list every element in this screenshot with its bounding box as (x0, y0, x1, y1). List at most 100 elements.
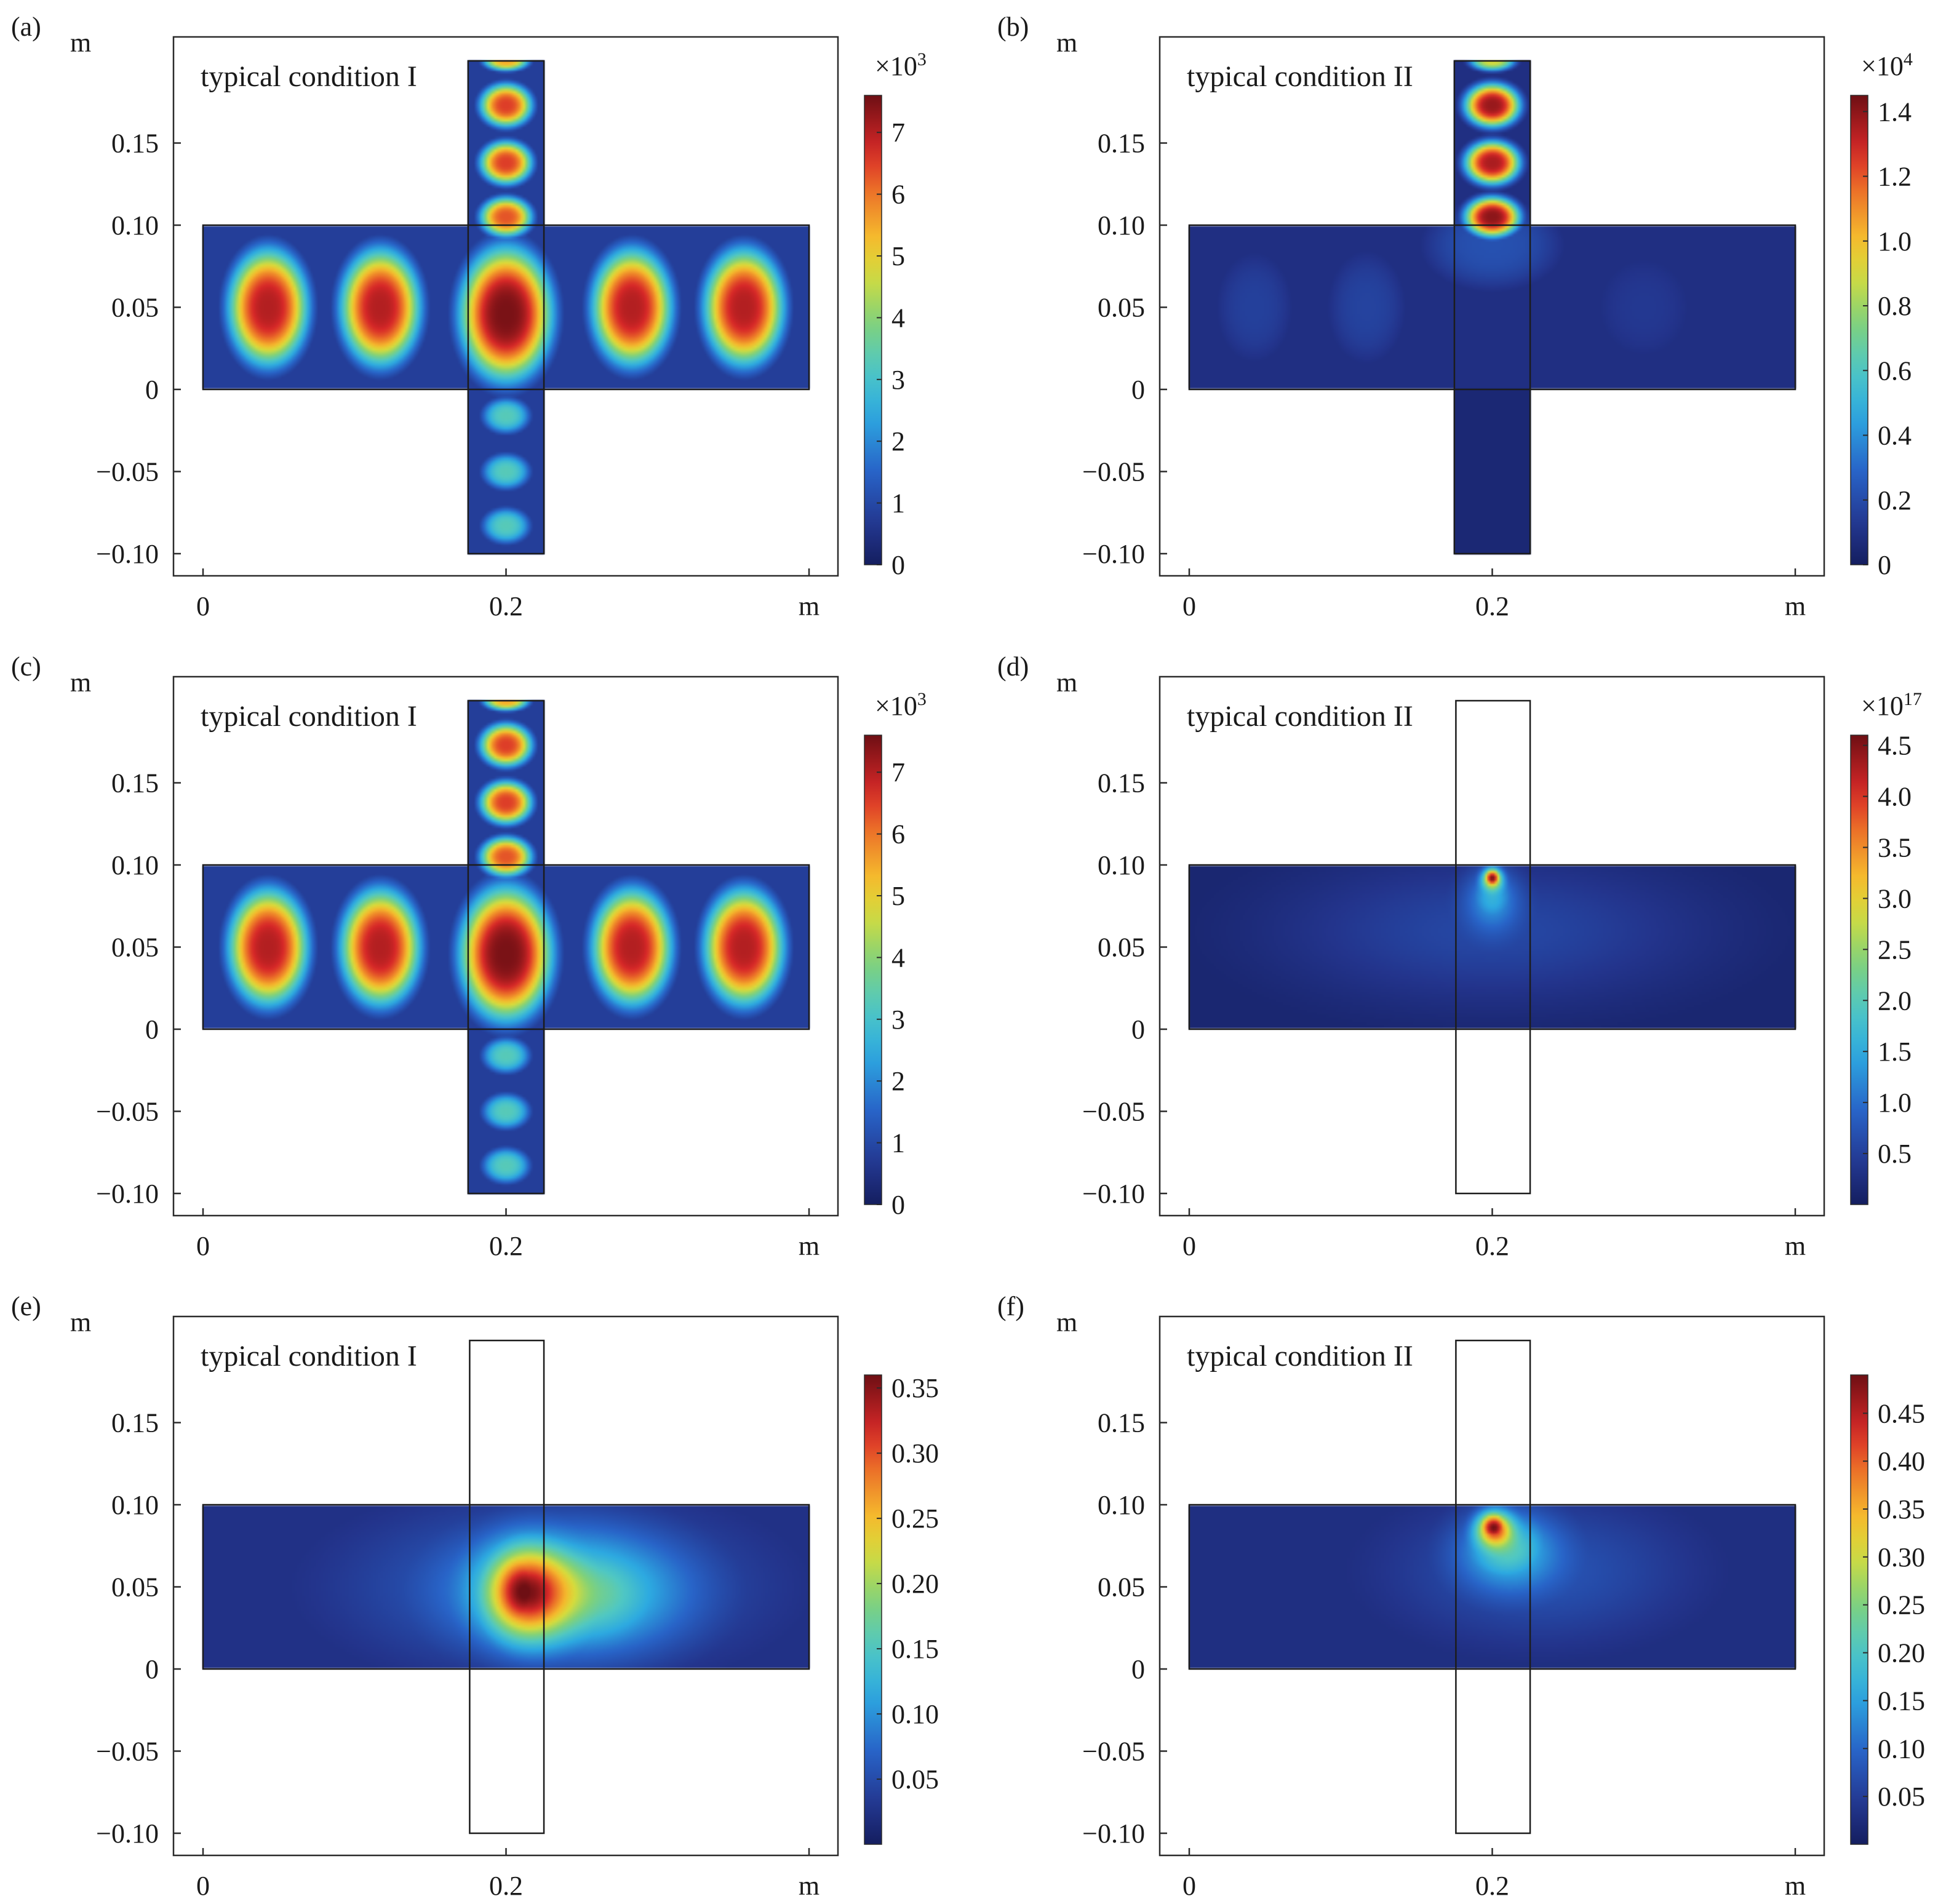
y-tick-label: −0.05 (1082, 1737, 1145, 1767)
waveguide-outline (467, 699, 545, 1195)
condition-label: typical condition II (1187, 1340, 1413, 1372)
x-tick-label: 0 (196, 1871, 210, 1901)
colorbar-tick-label: 0.4 (1878, 421, 1912, 451)
panel-c: (c) m 0.15 0.10 0.05 0 −0.05 −0.10 0 0.2 m typical … (11, 651, 927, 1261)
waveguide-outline (1455, 1339, 1531, 1834)
panels: (a) m 0.15 0.10 0.05 0 −0.05 −0.10 0 0.2 m typical … (11, 12, 1925, 1901)
colorbar (864, 1374, 882, 1845)
colorbar-tick-label: 0.2 (1878, 485, 1912, 516)
y-tick-label: −0.10 (96, 539, 159, 569)
colorbar-tick-label: 0 (891, 1190, 905, 1220)
colorbar-tick-label: 2.0 (1878, 986, 1912, 1016)
field-heatmap (1181, 1332, 1803, 1842)
x-tick-label: 0 (1182, 591, 1196, 621)
colorbar-multiplier-exponent: 3 (917, 689, 927, 709)
colorbar-tick-label: 0.20 (1878, 1638, 1925, 1668)
waveguide-outline (469, 1339, 545, 1834)
colorbar-multiplier: ×103 (875, 689, 927, 721)
colorbar (1850, 1374, 1868, 1845)
y-tick-label: 0.10 (111, 210, 159, 241)
y-tick-label: 0.15 (1098, 129, 1145, 159)
field-heatmap (195, 52, 817, 562)
condition-label: typical condition I (201, 1340, 417, 1372)
y-tick-label: 0.05 (1098, 933, 1145, 963)
x-tick-label: 0.2 (489, 1231, 523, 1261)
condition-label: typical condition I (201, 700, 417, 733)
colorbar-tick-label: 1.0 (1878, 226, 1912, 257)
colorbar-tick-label: 0.45 (1878, 1398, 1925, 1428)
y-tick-label: 0.15 (111, 1408, 159, 1438)
colorbar-multiplier: ×1017 (1861, 689, 1922, 721)
colorbar-tick-label: 1 (891, 488, 905, 519)
colorbar-tick-label: 7 (891, 118, 905, 148)
y-tick-label: 0.10 (1098, 210, 1145, 241)
y-tick-label: −0.10 (1082, 1179, 1145, 1209)
colorbar (1850, 95, 1868, 565)
y-tick-label: 0.15 (111, 129, 159, 159)
y-axis-unit-label: m (1056, 667, 1077, 698)
panel-letter: (e) (11, 1291, 41, 1321)
y-tick-label: −0.05 (96, 1097, 159, 1127)
colorbar-tick-label: 4.0 (1878, 782, 1912, 812)
waveguide-outline (467, 60, 545, 555)
y-axis-unit-label: m (1056, 28, 1077, 58)
colorbar-tick-label: 3 (891, 1005, 905, 1035)
colorbar (864, 95, 882, 565)
y-tick-label: 0.05 (1098, 293, 1145, 323)
colorbar-tick-label: 0.30 (891, 1438, 939, 1468)
colorbar-tick-label: 0.05 (1878, 1782, 1925, 1812)
x-axis-unit-label: m (799, 1231, 819, 1261)
x-tick-label: 0 (1182, 1231, 1196, 1261)
y-tick-label: −0.05 (1082, 457, 1145, 487)
colorbar-tick-label: 5 (891, 881, 905, 911)
colorbar-tick-label: 0.20 (891, 1569, 939, 1599)
y-tick-label: −0.10 (96, 1818, 159, 1849)
panel-letter: (d) (997, 651, 1029, 682)
colorbar-tick-label: 0.30 (1878, 1542, 1925, 1572)
panel-b: (b) m 0.15 0.10 0.05 0 −0.05 −0.10 0 0.2 m typical … (997, 12, 1913, 621)
y-axis-unit-label: m (70, 1307, 91, 1337)
colorbar-tick-label: 4 (891, 942, 905, 973)
colorbar-tick-label: 0.15 (1878, 1686, 1925, 1716)
cavity-outline (1188, 224, 1796, 391)
panel-letter: (f) (997, 1291, 1024, 1321)
x-axis-unit-label: m (799, 1871, 819, 1901)
y-axis-unit-label: m (70, 667, 91, 698)
y-tick-label: 0.10 (111, 1490, 159, 1520)
x-tick-label: 0.2 (489, 591, 523, 621)
colorbar-tick-label: 3.0 (1878, 883, 1912, 914)
condition-label: typical condition I (201, 60, 417, 93)
colorbar-multiplier: ×104 (1861, 49, 1913, 81)
panel-letter: (a) (11, 12, 41, 42)
colorbar-tick-label: 2.5 (1878, 934, 1912, 965)
colorbar-tick-label: 0 (1878, 550, 1891, 580)
y-tick-label: −0.05 (1082, 1097, 1145, 1127)
y-tick-label: 0.05 (111, 293, 159, 323)
colorbar (864, 735, 882, 1205)
field-heatmap (1181, 692, 1803, 1202)
y-tick-label: 0.10 (1098, 1490, 1145, 1520)
y-axis-unit-label: m (70, 28, 91, 58)
colorbar-tick-label: 3 (891, 365, 905, 395)
y-tick-label: 0.15 (1098, 768, 1145, 799)
waveguide-outline (1453, 60, 1531, 555)
colorbar-tick-label: 1.2 (1878, 162, 1912, 192)
y-tick-label: −0.05 (96, 457, 159, 487)
x-tick-label: 0.2 (1475, 591, 1509, 621)
x-axis-unit-label: m (1785, 591, 1806, 621)
colorbar-tick-label: 1.5 (1878, 1037, 1912, 1067)
colorbar-tick-label: 1.0 (1878, 1088, 1912, 1118)
colorbar-tick-label: 1.4 (1878, 97, 1912, 127)
colorbar-tick-label: 0.35 (1878, 1494, 1925, 1524)
colorbar-tick-label: 0.40 (1878, 1446, 1925, 1476)
condition-label: typical condition II (1187, 60, 1413, 93)
waveguide-outline (1455, 699, 1531, 1195)
field-heatmap (195, 692, 817, 1202)
colorbar-tick-label: 0.10 (1878, 1734, 1925, 1764)
y-tick-label: 0.05 (111, 933, 159, 963)
colorbar-tick-label: 0.10 (891, 1699, 939, 1729)
panel-d: (d) m 0.15 0.10 0.05 0 −0.05 −0.10 0 0.2 m typical … (997, 651, 1922, 1261)
x-tick-label: 0 (1182, 1871, 1196, 1901)
x-tick-label: 0.2 (1475, 1871, 1509, 1901)
